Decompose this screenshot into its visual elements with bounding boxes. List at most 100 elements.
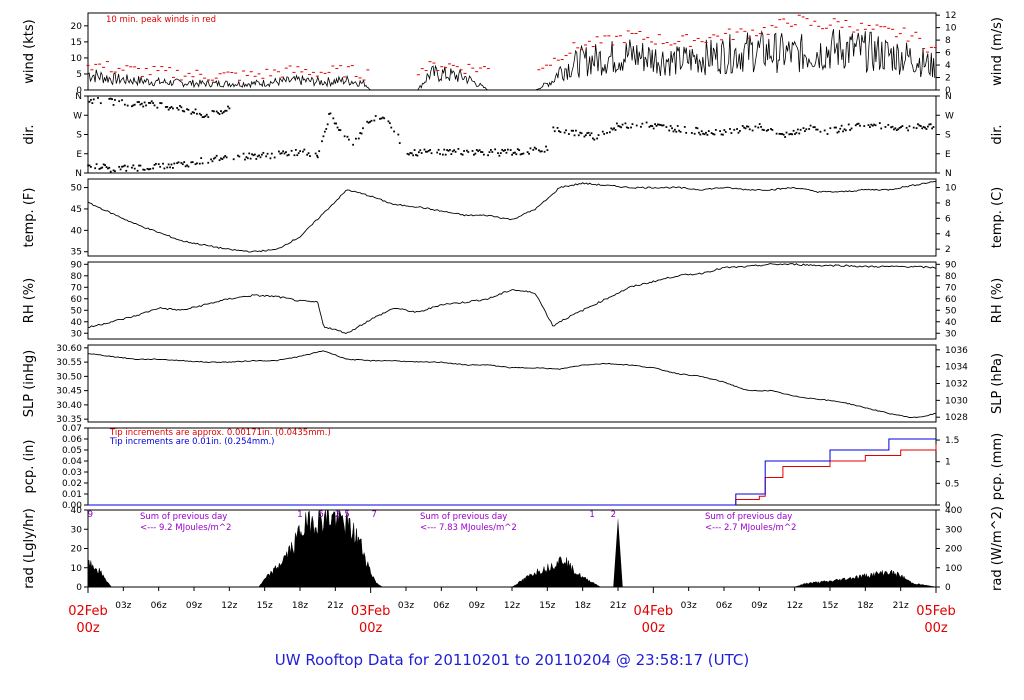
dir-point bbox=[224, 109, 227, 112]
dir-point bbox=[139, 103, 142, 106]
dir-point bbox=[519, 153, 522, 156]
dir-point bbox=[444, 153, 447, 156]
dir-point bbox=[900, 126, 902, 129]
dir-point bbox=[87, 164, 89, 167]
dir-point bbox=[190, 161, 193, 164]
dir-point bbox=[184, 165, 187, 168]
y-tick-label-left-dir: S bbox=[76, 131, 82, 141]
dir-point bbox=[296, 154, 299, 157]
dir-point bbox=[194, 108, 197, 111]
dir-point bbox=[408, 153, 410, 156]
dir-point bbox=[655, 124, 658, 127]
dir-point bbox=[136, 101, 139, 103]
x-tick-label: 21z bbox=[610, 601, 626, 611]
dir-point bbox=[823, 129, 826, 132]
x-tick-label: 12z bbox=[504, 601, 520, 611]
dir-point bbox=[232, 158, 235, 161]
dir-point bbox=[685, 131, 688, 134]
dir-point bbox=[99, 102, 102, 105]
dir-point bbox=[92, 98, 95, 101]
dir-point bbox=[552, 126, 555, 129]
dir-point bbox=[747, 125, 750, 128]
dir-point bbox=[170, 106, 173, 108]
dir-point bbox=[138, 164, 140, 167]
dir-point bbox=[173, 162, 176, 165]
dir-point bbox=[207, 116, 210, 118]
dir-point bbox=[132, 164, 135, 167]
dir-point bbox=[808, 128, 811, 130]
dir-point bbox=[200, 114, 203, 116]
dir-point bbox=[743, 126, 746, 129]
y-tick-label-left-rh: 70 bbox=[71, 283, 83, 293]
dir-point bbox=[367, 121, 370, 124]
rad-top-label: 9 bbox=[88, 510, 93, 520]
dir-point bbox=[136, 169, 139, 172]
dir-point bbox=[641, 122, 644, 125]
dir-point bbox=[121, 165, 123, 168]
dir-point bbox=[528, 152, 530, 155]
dir-point bbox=[369, 120, 371, 123]
dir-point bbox=[918, 124, 921, 127]
dir-point bbox=[357, 137, 360, 140]
x-day-hour-label: 00z bbox=[359, 621, 383, 636]
dir-point bbox=[532, 148, 535, 151]
dir-point bbox=[109, 97, 112, 100]
dir-point bbox=[176, 107, 179, 109]
dir-point bbox=[108, 97, 111, 100]
dir-point bbox=[133, 167, 136, 170]
dir-point bbox=[573, 134, 576, 137]
dir-point bbox=[253, 153, 256, 156]
dir-point bbox=[782, 133, 785, 136]
dir-point bbox=[321, 140, 323, 143]
dir-point bbox=[265, 155, 268, 158]
dir-point bbox=[907, 129, 909, 132]
dir-point bbox=[218, 159, 221, 162]
dir-point bbox=[558, 130, 560, 132]
rad-note-line1: Sum of previous day bbox=[140, 512, 227, 522]
rad-top-label: 1 bbox=[297, 510, 302, 520]
dir-point bbox=[416, 154, 419, 157]
dir-point bbox=[333, 122, 336, 125]
dir-point bbox=[603, 133, 606, 135]
dir-point bbox=[409, 152, 412, 154]
dir-point bbox=[616, 122, 618, 125]
footer-title: UW Rooftop Data for 20110201 to 20110204… bbox=[274, 651, 750, 669]
y-tick-label-right-rad: 100 bbox=[945, 564, 962, 574]
dir-point bbox=[499, 152, 502, 155]
dir-point bbox=[181, 109, 184, 112]
dir-point bbox=[449, 148, 451, 151]
dir-point bbox=[640, 125, 642, 128]
x-tick-label: 15z bbox=[822, 601, 838, 611]
y-axis-label-right-rad: rad (W/m^2) bbox=[990, 506, 1005, 591]
dir-point bbox=[505, 151, 508, 154]
dir-point bbox=[789, 133, 792, 135]
x-tick-label: 18z bbox=[292, 601, 308, 611]
dir-point bbox=[781, 133, 784, 135]
dir-point bbox=[586, 132, 589, 135]
dir-point bbox=[155, 162, 157, 165]
dir-point bbox=[249, 157, 252, 160]
dir-point bbox=[722, 133, 724, 136]
dir-point bbox=[366, 120, 369, 123]
dir-point bbox=[488, 151, 491, 154]
dir-point bbox=[723, 129, 726, 131]
dir-point bbox=[593, 138, 596, 141]
rad-top-label: 2 bbox=[335, 510, 340, 520]
y-tick-label-right-temp: 10 bbox=[945, 184, 957, 194]
y-tick-label-left-pcp: 0.03 bbox=[62, 468, 82, 478]
dir-point bbox=[126, 165, 129, 168]
dir-point bbox=[802, 127, 805, 130]
dir-point bbox=[803, 130, 806, 133]
dir-point bbox=[397, 133, 400, 136]
dir-point bbox=[905, 126, 908, 129]
dir-point bbox=[198, 112, 201, 115]
dir-point bbox=[575, 129, 577, 132]
dir-point bbox=[535, 147, 538, 150]
dir-point bbox=[733, 128, 736, 131]
dir-point bbox=[112, 169, 115, 172]
dir-point bbox=[713, 133, 716, 136]
dir-point bbox=[121, 99, 123, 102]
dir-point bbox=[457, 147, 460, 150]
dir-point bbox=[661, 124, 664, 127]
dir-point bbox=[779, 133, 782, 135]
